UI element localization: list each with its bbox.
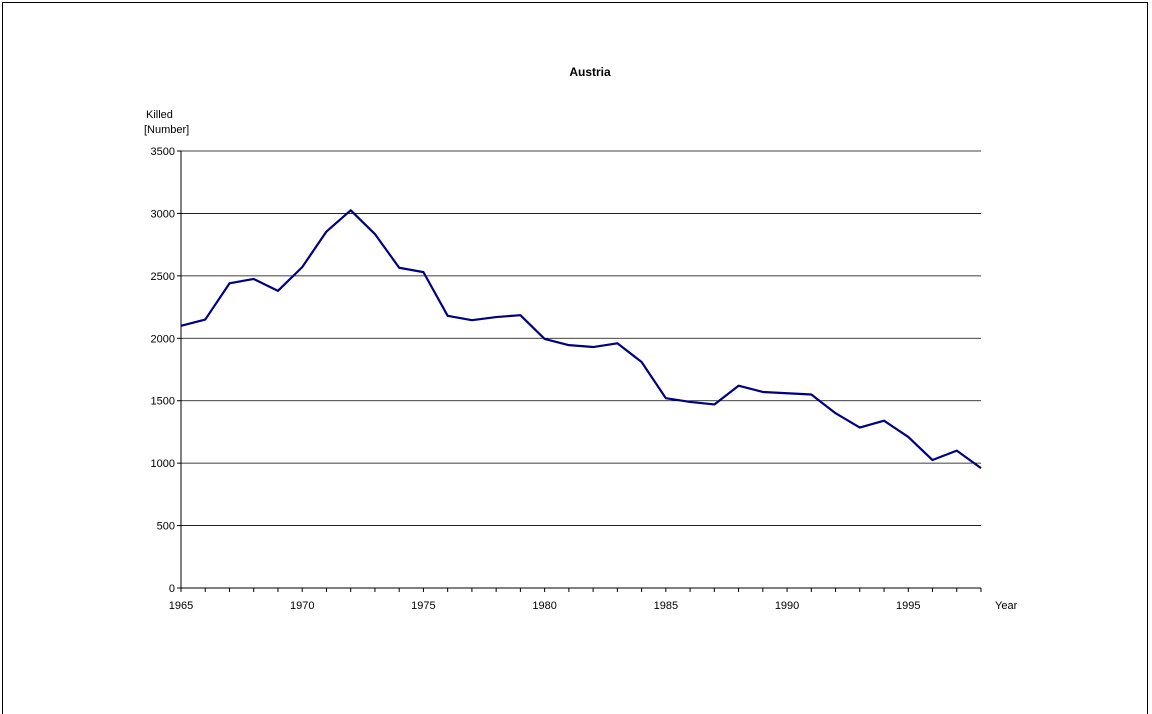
x-tick-label-1985: 1985 bbox=[654, 600, 678, 612]
x-tick-label-1970: 1970 bbox=[290, 600, 314, 612]
y-tick-label-1000: 1000 bbox=[151, 458, 175, 470]
x-tick-label-1995: 1995 bbox=[896, 600, 920, 612]
series-line-0 bbox=[180, 209, 982, 470]
y-axis-label-line-1: Killed bbox=[146, 109, 173, 121]
y-tick-label-2000: 2000 bbox=[151, 333, 175, 345]
x-tick-label-1980: 1980 bbox=[532, 600, 556, 612]
x-axis-label: Year bbox=[995, 600, 1018, 612]
y-tick-label-3000: 3000 bbox=[151, 208, 175, 220]
y-axis-label-line-2: [Number] bbox=[144, 124, 189, 136]
y-tick-label-500: 500 bbox=[157, 521, 175, 533]
y-axis-ticks: 0 500 1000 1500 2000 2500 3000 3500 bbox=[151, 146, 181, 595]
chart-title: Austria bbox=[569, 65, 611, 79]
x-axis-ticks: 1965 1970 1975 1980 1985 1990 1995 bbox=[169, 588, 982, 612]
x-tick-label-1975: 1975 bbox=[411, 600, 435, 612]
y-tick-label-0: 0 bbox=[169, 583, 175, 595]
y-tick-label-3500: 3500 bbox=[151, 146, 175, 158]
y-tick-label-1500: 1500 bbox=[151, 396, 175, 408]
x-tick-label-1990: 1990 bbox=[775, 600, 799, 612]
y-tick-label-2500: 2500 bbox=[151, 271, 175, 283]
x-tick-label-1965: 1965 bbox=[169, 600, 193, 612]
gridlines bbox=[181, 150, 981, 526]
series-layer bbox=[180, 209, 982, 470]
